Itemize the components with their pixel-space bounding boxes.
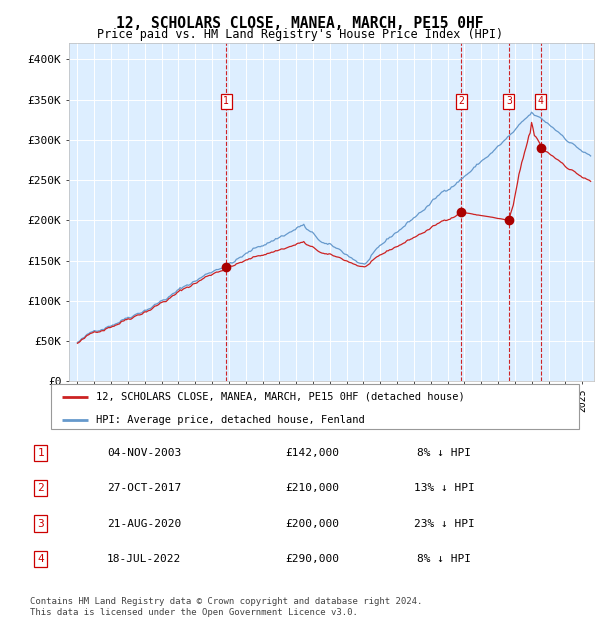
Text: £210,000: £210,000	[285, 483, 339, 494]
Text: HPI: Average price, detached house, Fenland: HPI: Average price, detached house, Fenl…	[96, 415, 365, 425]
Text: 1: 1	[37, 448, 44, 458]
Text: 04-NOV-2003: 04-NOV-2003	[107, 448, 181, 458]
Text: 12, SCHOLARS CLOSE, MANEA, MARCH, PE15 0HF: 12, SCHOLARS CLOSE, MANEA, MARCH, PE15 0…	[116, 16, 484, 30]
Text: 8% ↓ HPI: 8% ↓ HPI	[417, 554, 471, 564]
Text: Price paid vs. HM Land Registry's House Price Index (HPI): Price paid vs. HM Land Registry's House …	[97, 28, 503, 41]
Text: 8% ↓ HPI: 8% ↓ HPI	[417, 448, 471, 458]
FancyBboxPatch shape	[51, 384, 579, 429]
Text: 3: 3	[506, 96, 512, 106]
Text: 18-JUL-2022: 18-JUL-2022	[107, 554, 181, 564]
Text: 12, SCHOLARS CLOSE, MANEA, MARCH, PE15 0HF (detached house): 12, SCHOLARS CLOSE, MANEA, MARCH, PE15 0…	[96, 392, 464, 402]
Text: £200,000: £200,000	[285, 518, 339, 529]
Text: 2: 2	[458, 96, 464, 106]
Text: 23% ↓ HPI: 23% ↓ HPI	[413, 518, 475, 529]
Text: 27-OCT-2017: 27-OCT-2017	[107, 483, 181, 494]
Text: 1: 1	[223, 96, 229, 106]
Text: 13% ↓ HPI: 13% ↓ HPI	[413, 483, 475, 494]
Text: 2: 2	[37, 483, 44, 494]
Text: 4: 4	[538, 96, 544, 106]
Text: 3: 3	[37, 518, 44, 529]
Text: Contains HM Land Registry data © Crown copyright and database right 2024.
This d: Contains HM Land Registry data © Crown c…	[30, 598, 422, 617]
Text: 21-AUG-2020: 21-AUG-2020	[107, 518, 181, 529]
Text: 4: 4	[37, 554, 44, 564]
Text: £142,000: £142,000	[285, 448, 339, 458]
Text: £290,000: £290,000	[285, 554, 339, 564]
